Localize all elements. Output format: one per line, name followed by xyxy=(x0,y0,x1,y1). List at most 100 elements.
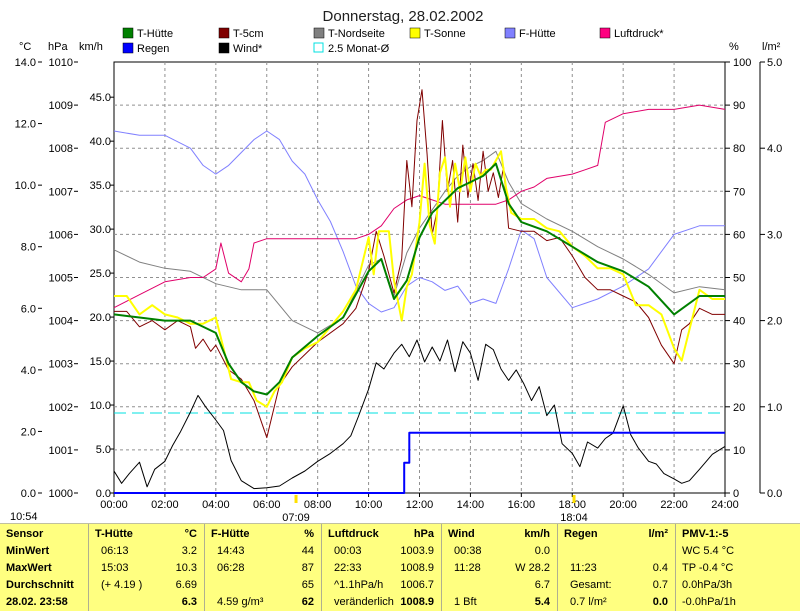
pressure-tick-label: 1002 xyxy=(49,402,73,414)
table-col-pmv: PMV-1:-5 WC 5.4 °C TP -0.4 °C 0.0hPa/3h -0.0… xyxy=(675,524,800,611)
legend-f-h-tte-swatch xyxy=(504,27,516,39)
x-tick-label: 04:00 xyxy=(202,499,230,511)
series-t-nordseite xyxy=(113,150,726,334)
table-cell-value: 5.4 xyxy=(534,596,550,608)
wind-tick-label: 30.0 xyxy=(90,224,111,236)
temp-tick-label: 6.0 xyxy=(21,303,36,315)
x-tick-label: 20:00 xyxy=(609,499,637,511)
legend-t-nordseite-label: T-Nordseite xyxy=(328,28,385,40)
table-cell-value: 44 xyxy=(301,545,314,557)
table-cell-label: Durchschnitt xyxy=(6,579,74,591)
table-cell-time: 0.7 l/m² xyxy=(570,596,607,608)
table-cell-time: 00:38 xyxy=(454,545,482,557)
table-cell-time: veränderlich xyxy=(334,596,394,608)
timestamp: 10:54 xyxy=(10,511,38,523)
pressure-tick-label: 1004 xyxy=(49,316,73,328)
table-unit: °C xyxy=(184,528,197,540)
temp-tick-label: 4.0 xyxy=(21,365,36,377)
wind-tick-label: 20.0 xyxy=(90,312,111,324)
pressure-tick-label: 1005 xyxy=(49,273,73,285)
x-tick-label: 14:00 xyxy=(457,499,485,511)
table-unit: % xyxy=(304,528,314,540)
weather-chart: Donnerstag, 28.02.2002 T-Hütte T-5cm T-Nor… xyxy=(10,8,782,523)
legend-wind--swatch xyxy=(218,42,230,54)
table-col-wind: Wind km/h 00:38 0.0 11:28 W 28.2 6.7 1 Bft 5.4 xyxy=(441,524,558,611)
x-tick-label: 16:00 xyxy=(508,499,536,511)
legend-regen-label: Regen xyxy=(137,43,169,55)
pressure-tick-label: 1006 xyxy=(49,229,73,241)
table-header: T-Hütte xyxy=(95,528,133,540)
table-header: PMV-1:-5 xyxy=(682,528,729,540)
humidity-tick-label: 100 xyxy=(733,57,751,69)
table-cell-label: MinWert xyxy=(6,545,50,557)
rain-tick-label: 3.0 xyxy=(767,229,782,241)
table-cell-time: 14:43 xyxy=(217,545,245,557)
series-lines xyxy=(113,89,726,494)
x-tick-label: 02:00 xyxy=(151,499,179,511)
table-cell-value: 62 xyxy=(301,596,314,608)
series-f-h-tte xyxy=(113,130,725,313)
table-cell-time: 22:33 xyxy=(334,562,362,574)
wind-tick-label: 15.0 xyxy=(90,356,111,368)
table-cell-value: 0.4 xyxy=(652,562,668,574)
table-header: Luftdruck xyxy=(328,528,379,540)
table-col-regen: Regen l/m² 11:23 0.4 Gesamt: 0.7 0.7 l/m² 0.0 xyxy=(557,524,676,611)
table-cell-label: WC 5.4 °C xyxy=(682,545,735,557)
rain-tick-label: 1.0 xyxy=(767,402,782,414)
table-cell-value: 87 xyxy=(301,562,314,574)
table-cell-value: 6.7 xyxy=(534,579,550,591)
series-t-sonne xyxy=(114,150,725,408)
series-regen xyxy=(114,431,725,494)
wind-tick-label: 10.0 xyxy=(90,400,111,412)
series-luftdruck- xyxy=(113,104,726,309)
pressure-tick-label: 1010 xyxy=(49,57,73,69)
series-t-h-tte xyxy=(113,162,725,396)
table-cell-time: 15:03 xyxy=(101,562,129,574)
pressure-axis-unit: hPa xyxy=(48,41,68,53)
legend-t-sonne-label: T-Sonne xyxy=(424,28,466,40)
table-cell-value: W 28.2 xyxy=(515,562,550,574)
table-header: F-Hütte xyxy=(211,528,250,540)
table-cell-time: 4.59 g/m³ xyxy=(217,596,264,608)
legend-t-h-tte-swatch xyxy=(122,27,134,39)
pressure-tick-label: 1008 xyxy=(49,143,73,155)
wind-tick-label: 35.0 xyxy=(90,180,111,192)
wind-axis-unit: km/h xyxy=(79,41,103,53)
temp-tick-label: 12.0 xyxy=(15,119,36,131)
table-cell-time: (+ 4.19 ) xyxy=(101,579,143,591)
rain-axis-unit: l/m² xyxy=(762,41,781,53)
pressure-tick-label: 1007 xyxy=(49,186,73,198)
table-cell-value: 6.69 xyxy=(175,579,197,591)
rain-tick-label: 5.0 xyxy=(767,57,782,69)
table-cell-value: 6.3 xyxy=(181,596,197,608)
table-header: Regen xyxy=(564,528,598,540)
table-cell-label: 28.02. 23:58 xyxy=(6,596,68,608)
pressure-tick-label: 1003 xyxy=(49,359,73,371)
temp-tick-label: 14.0 xyxy=(15,57,36,69)
table-unit: km/h xyxy=(524,528,550,540)
statistics-table: Sensor MinWert MaxWert Durchschnitt 28.02. 2… xyxy=(0,523,800,611)
table-cell-label: MaxWert xyxy=(6,562,52,574)
pressure-tick-label: 1009 xyxy=(49,100,73,112)
table-cell-value: 1003.9 xyxy=(400,545,434,557)
sun-markers: 07:09 18:04 xyxy=(282,495,588,523)
humidity-axis-unit: % xyxy=(729,41,739,53)
table-header: Wind xyxy=(448,528,475,540)
sun-marker-label: 18:04 xyxy=(560,512,588,523)
wind-tick-label: 40.0 xyxy=(90,136,111,148)
table-cell-label: TP -0.4 °C xyxy=(682,562,734,574)
legend-wind--label: Wind* xyxy=(233,43,263,55)
x-tick-label: 06:00 xyxy=(253,499,281,511)
rain-tick-label: 0.0 xyxy=(767,488,782,500)
pressure-tick-label: 1000 xyxy=(49,488,73,500)
legend-t-nordseite-swatch xyxy=(313,27,325,39)
temp-axis-unit: °C xyxy=(19,41,31,53)
x-tick-label: 12:00 xyxy=(406,499,434,511)
wind-tick-label: 0.0 xyxy=(96,488,111,500)
table-cell-value: 0.7 xyxy=(652,579,668,591)
table-header: Sensor xyxy=(6,528,44,540)
table-unit: hPa xyxy=(413,528,434,540)
legend-2-5-monat--label: 2.5 Monat-Ø xyxy=(328,43,390,55)
table-cell-value: 0.0 xyxy=(534,545,550,557)
legend-luftdruck--label: Luftdruck* xyxy=(614,28,664,40)
